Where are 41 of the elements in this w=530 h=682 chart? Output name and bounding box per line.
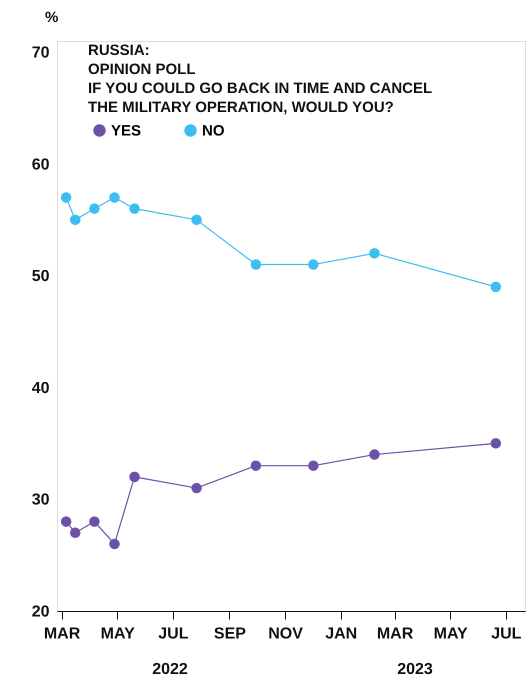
point <box>89 516 100 527</box>
x-tick-label: JUL <box>158 626 189 642</box>
y-tick-label: 30 <box>32 492 50 509</box>
point <box>129 203 140 214</box>
y-tick-label: 40 <box>32 380 50 397</box>
point <box>191 482 202 494</box>
x-tick-label: MAR <box>376 626 414 642</box>
y-tick-label: 50 <box>32 268 50 286</box>
legend-label: YES <box>111 122 142 140</box>
point <box>109 538 120 550</box>
x-tick-label: JAN <box>325 626 358 642</box>
point <box>191 214 202 226</box>
point <box>490 438 502 449</box>
point <box>250 460 262 471</box>
x-tick-label: MAY <box>100 626 136 642</box>
point <box>60 516 72 527</box>
point <box>308 460 319 471</box>
x-tick-label: MAY <box>434 626 468 642</box>
point <box>308 259 319 270</box>
y-tick-label: 70 <box>32 44 50 62</box>
point <box>89 203 100 214</box>
point <box>60 192 72 203</box>
point <box>70 214 80 226</box>
point <box>109 192 120 203</box>
y-tick-label: 20 <box>32 604 50 620</box>
legend-label: NO <box>202 122 225 140</box>
point <box>490 282 502 292</box>
text: RUSSIA: OPINION POLL IF YOU COULD GO BACK IN TIME AND CANCEL THE MILITARY OPERATION, WOULD YOU? <box>88 42 432 116</box>
y-axis-title: % <box>45 9 58 26</box>
text: 2023 <box>397 661 433 678</box>
x-tick-label: JUL <box>491 626 522 642</box>
text: 2022 <box>152 661 188 678</box>
point <box>369 449 380 460</box>
point <box>70 528 80 538</box>
y-tick-label: 60 <box>32 156 50 174</box>
point <box>250 259 262 270</box>
point <box>129 472 140 482</box>
x-tick-label: NOV <box>268 626 304 642</box>
x-tick-label: MAR <box>44 626 81 642</box>
point <box>369 248 380 259</box>
x-tick-label: SEP <box>214 626 246 642</box>
